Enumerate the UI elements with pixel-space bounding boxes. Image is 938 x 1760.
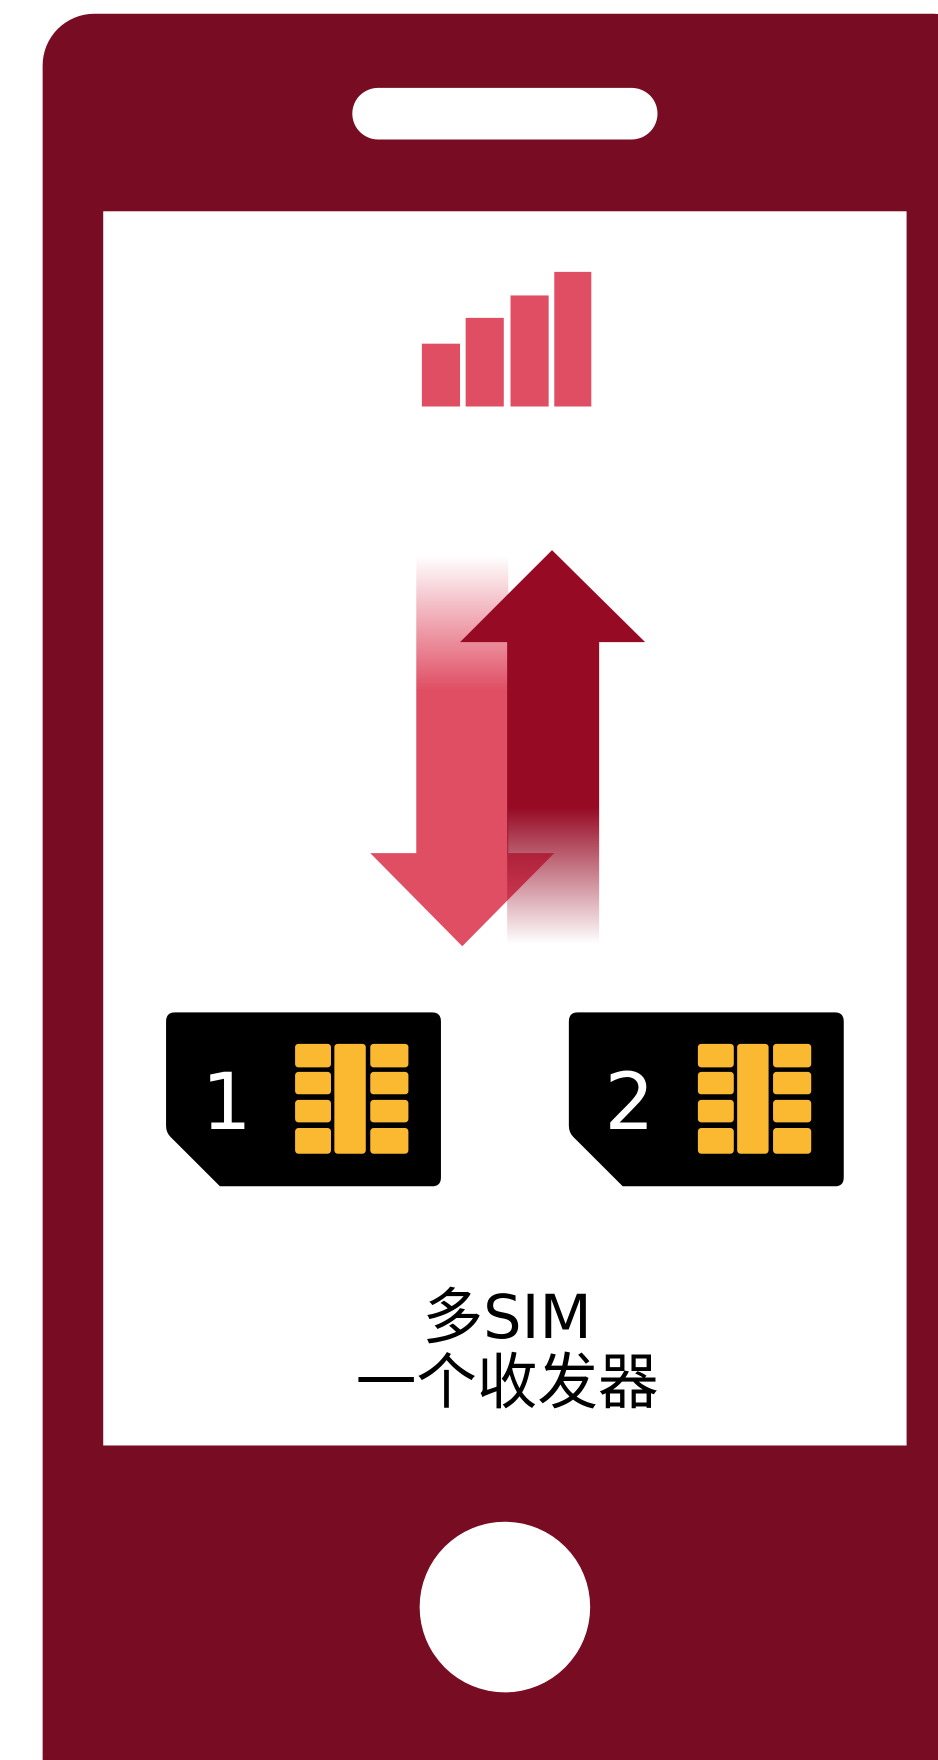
chip-contact (698, 1128, 734, 1154)
up-arrow-shaft (507, 641, 599, 944)
chip-contact (698, 1100, 734, 1122)
chip-contact (370, 1044, 408, 1068)
chip-contact (698, 1072, 734, 1094)
speaker (352, 88, 657, 140)
chip-contact (295, 1128, 331, 1154)
page: {"sim_cards": [{"label": "1"}, {"label":… (0, 0, 938, 1760)
sim-card: 2 (569, 1012, 844, 1186)
chip-contact (370, 1072, 408, 1094)
home-button (420, 1522, 591, 1693)
chip-contact (773, 1128, 811, 1154)
chip-contact (370, 1128, 408, 1154)
signal-bar (422, 344, 460, 407)
chip-contact (334, 1044, 365, 1154)
chip-contact (773, 1044, 811, 1068)
chip-contact (773, 1072, 811, 1094)
chip-contact (295, 1100, 331, 1122)
caption-line: 多SIM (423, 1283, 592, 1353)
chip-contact (295, 1044, 331, 1068)
sim-card: 1 (166, 1012, 441, 1186)
chip-contact (773, 1100, 811, 1122)
sim-number: 1 (202, 1056, 252, 1148)
chip-contact (698, 1044, 734, 1068)
chip-contact (737, 1044, 768, 1154)
signal-bar (554, 272, 591, 407)
phone-illustration: 1 2 多SIM 一个收发器 (0, 0, 938, 1760)
sim-number: 2 (604, 1056, 654, 1148)
chip-contact (370, 1100, 408, 1122)
chip-contact (295, 1072, 331, 1094)
signal-bar (511, 295, 549, 406)
signal-bar (466, 318, 504, 407)
caption-line: 一个收发器 (356, 1348, 659, 1418)
down-arrow-shaft (416, 556, 508, 854)
